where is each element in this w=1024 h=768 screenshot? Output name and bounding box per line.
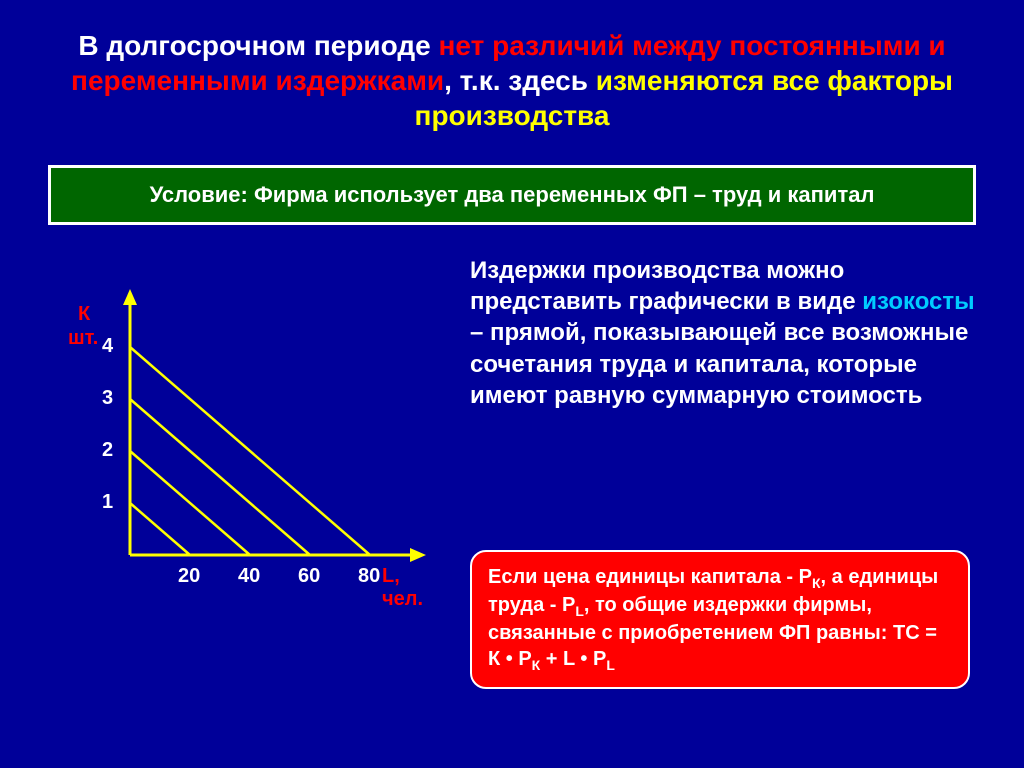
formula-sub2: L xyxy=(575,603,584,619)
y-tick: 3 xyxy=(102,387,113,410)
x-tick: 80 xyxy=(358,565,380,588)
expl-part2: – прямой, показывающей все возможные соч… xyxy=(470,319,968,408)
x-tick: 60 xyxy=(298,565,320,588)
formula-t1: Если цена единицы капитала - Р xyxy=(488,566,812,588)
x-tick: 40 xyxy=(238,565,260,588)
formula-sub4: L xyxy=(606,657,615,673)
condition-box: Условие: Фирма использует два переменных… xyxy=(48,165,976,225)
condition-text: Условие: Фирма использует два переменных… xyxy=(150,182,875,207)
slide-title: В долгосрочном периоде нет различий межд… xyxy=(0,0,1024,151)
x-tick: 20 xyxy=(178,565,200,588)
formula-sub1: К xyxy=(812,575,821,591)
title-part2: , т.к. здесь xyxy=(444,65,596,96)
formula-box: Если цена единицы капитала - РК, а едини… xyxy=(470,550,970,689)
expl-keyword: изокосты xyxy=(862,288,974,315)
explanation-text: Издержки производства можно представить … xyxy=(470,255,980,411)
content-area: К шт. L, чел. 1 2 3 4 20 40 60 80 Издержки прои… xyxy=(0,255,1024,725)
y-tick: 4 xyxy=(102,335,113,358)
y-tick: 2 xyxy=(102,439,113,462)
isocost-chart: К шт. L, чел. 1 2 3 4 20 40 60 80 xyxy=(60,285,440,615)
expl-part1: Издержки производства можно представить … xyxy=(470,257,862,315)
formula-sub3: К xyxy=(532,657,541,673)
formula-t4: + L • Р xyxy=(540,648,606,670)
y-tick: 1 xyxy=(102,491,113,514)
y-axis-label-1: К xyxy=(78,303,90,326)
x-axis-label: L, чел. xyxy=(382,565,440,611)
y-axis-label-2: шт. xyxy=(68,327,98,350)
title-part1: В долгосрочном периоде xyxy=(78,30,438,61)
